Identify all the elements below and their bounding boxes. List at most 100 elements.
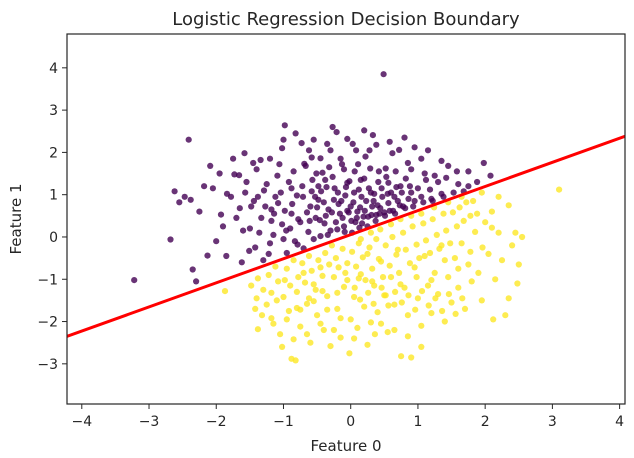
class-0-point [236, 205, 243, 212]
class-1-point [498, 257, 506, 264]
class-0-point [331, 185, 338, 192]
class-1-point [319, 272, 326, 279]
class-0-point [204, 252, 211, 259]
class-1-point [362, 277, 369, 284]
class-1-point [418, 343, 425, 350]
class-1-point [436, 245, 443, 252]
class-1-point [292, 357, 299, 364]
class-1-point [260, 286, 267, 293]
class-1-point [351, 335, 358, 342]
class-1-point [391, 326, 398, 334]
class-0-point [319, 169, 326, 176]
class-1-point [475, 269, 482, 276]
class-1-point [344, 277, 351, 284]
class-0-point [312, 193, 319, 200]
class-0-point [344, 135, 351, 142]
class-0-point [256, 229, 263, 236]
class-1-point [421, 252, 428, 260]
class-1-point [418, 210, 425, 217]
class-0-point [487, 172, 494, 179]
class-1-point [439, 307, 446, 315]
class-0-point [299, 193, 307, 200]
class-1-point [344, 260, 351, 267]
class-1-point [440, 210, 447, 217]
class-1-point [351, 293, 358, 301]
class-0-point [361, 127, 368, 134]
class-0-point [281, 122, 288, 129]
x-tick-label: −2 [206, 414, 227, 430]
class-0-point [283, 249, 290, 257]
class-0-point [362, 153, 369, 160]
class-1-point [254, 326, 261, 333]
class-0-point [317, 155, 324, 162]
class-0-point [455, 181, 462, 188]
class-1-point [478, 297, 485, 304]
class-1-point [275, 278, 282, 285]
class-1-point [443, 227, 450, 234]
class-1-point [414, 295, 421, 302]
class-0-point [293, 192, 300, 199]
class-1-point [467, 212, 474, 219]
class-0-point [321, 220, 328, 227]
class-1-point [479, 244, 486, 251]
class-0-point [268, 217, 275, 224]
class-1-point [337, 334, 344, 341]
x-axis-ticks: −4 −3 −2 −1 0 1 2 3 4 [71, 404, 624, 430]
class-1-point [385, 302, 392, 309]
class-0-point [381, 212, 389, 219]
class-0-point [408, 166, 415, 173]
class-0-point [404, 159, 411, 167]
class-1-point [305, 252, 313, 260]
class-0-point [373, 141, 380, 148]
class-1-point [505, 295, 512, 302]
y-tick-label: −1 [37, 272, 58, 288]
class-0-point [369, 132, 376, 139]
class-1-point [334, 305, 341, 312]
class-0-point [347, 203, 354, 210]
x-tick-label: −4 [71, 414, 92, 430]
class-0-point [334, 226, 341, 233]
class-1-point [406, 260, 413, 267]
x-tick-label: 1 [413, 414, 422, 430]
class-1-point [393, 251, 400, 258]
class-0-point [389, 150, 396, 157]
class-0-point [271, 210, 278, 217]
class-1-point [492, 276, 499, 283]
class-1-point [482, 219, 489, 226]
class-0-point [402, 205, 409, 212]
class-1-point [252, 305, 259, 312]
class-1-point [422, 237, 430, 244]
x-tick-label: −3 [139, 414, 160, 430]
class-1-point [320, 326, 327, 334]
class-1-point [324, 293, 331, 300]
class-1-point [405, 292, 412, 299]
class-0-point [280, 136, 287, 143]
class-1-point [460, 217, 467, 224]
class-0-point [233, 214, 240, 221]
class-0-point [334, 189, 341, 196]
class-0-point [292, 130, 299, 137]
class-1-point [468, 278, 475, 285]
class-0-point [310, 136, 317, 143]
class-0-point [386, 138, 393, 145]
class-0-point [397, 183, 404, 190]
class-1-point [279, 343, 286, 350]
class-1-point [317, 264, 324, 271]
class-1-point [265, 271, 272, 279]
class-0-point [337, 155, 344, 162]
class-1-point [305, 295, 313, 302]
class-0-point [396, 202, 403, 209]
class-1-point [293, 288, 300, 295]
class-1-point [461, 305, 469, 312]
class-1-point [263, 301, 270, 308]
class-0-point [307, 203, 314, 210]
class-1-point [412, 306, 419, 313]
class-1-point [416, 255, 423, 262]
class-1-point [307, 339, 314, 346]
class-1-point [428, 277, 435, 284]
class-1-point [512, 229, 519, 236]
class-0-point [167, 236, 174, 243]
class-0-point [465, 168, 472, 175]
class-0-point [290, 168, 297, 175]
